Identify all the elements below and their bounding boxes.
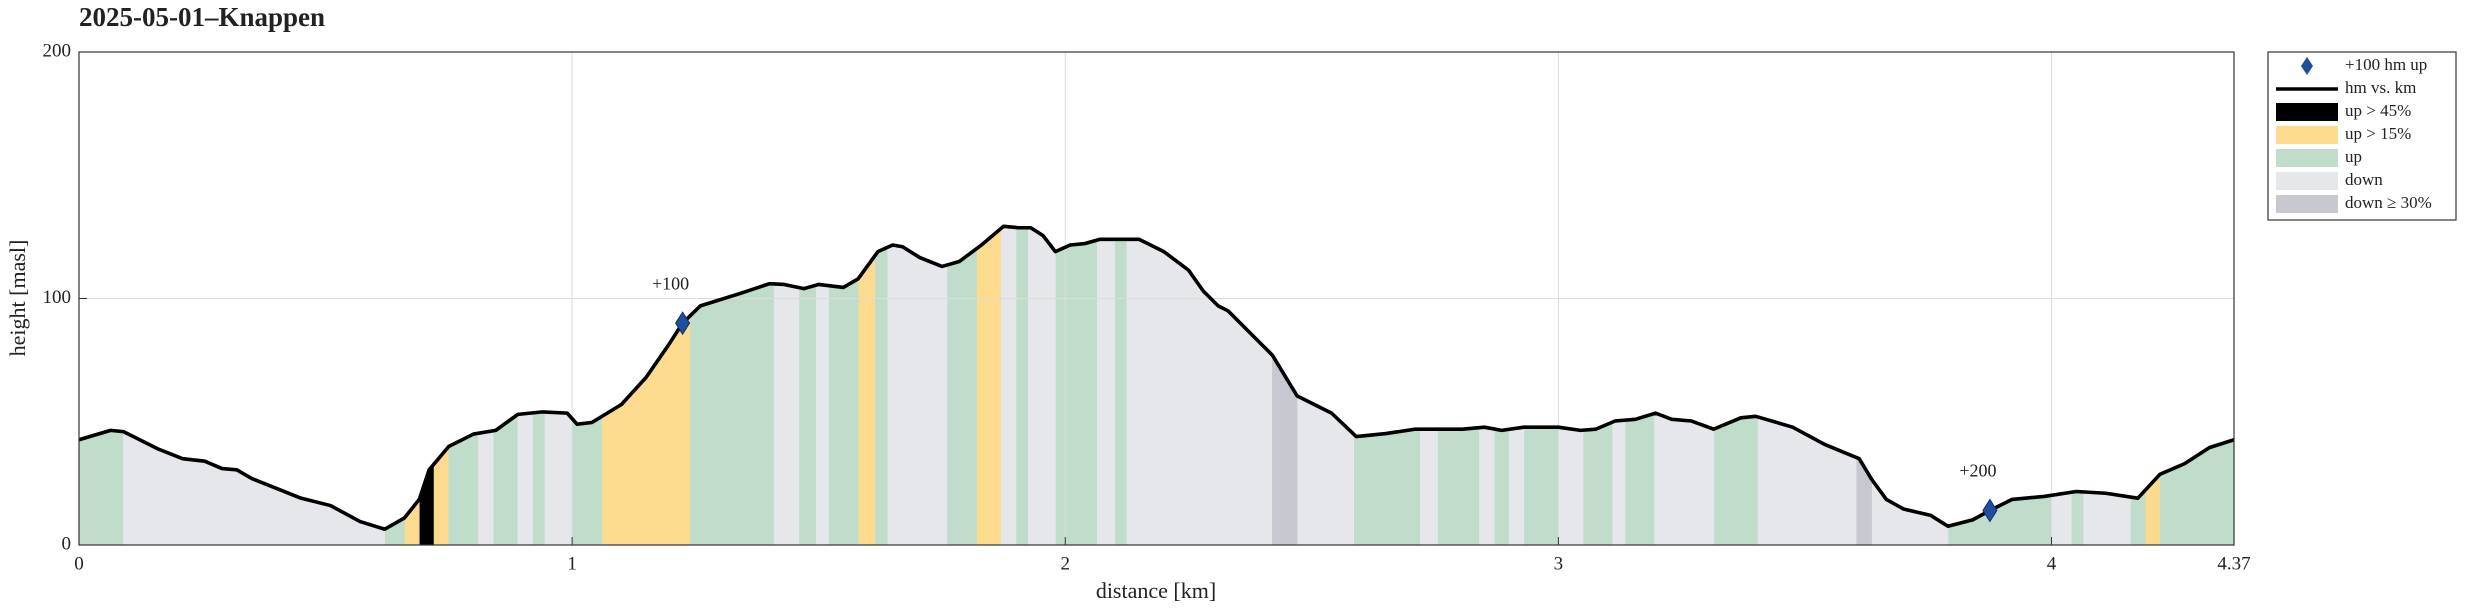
legend-swatch [2276,172,2338,190]
legend-swatch [2276,103,2338,121]
band [544,411,573,546]
legend-label: down [2345,170,2383,189]
band [1582,421,1613,546]
band [517,412,533,546]
band [601,314,691,546]
legend-swatch [2276,195,2338,213]
band [875,246,889,546]
legend: +100 hm up hm vs. km up > 45% up > 15% up dow… [2267,51,2457,221]
band [1114,239,1128,546]
band [1558,426,1584,546]
band [1493,428,1510,546]
x-axis-label: distance [km] [1096,578,1216,603]
band [571,415,603,546]
x-tick-label: 1 [567,553,577,574]
band [478,430,494,546]
profile: +100 +200 [78,224,2235,532]
marker [675,311,691,336]
y-tick-label: 200 [43,40,72,61]
band [2070,491,2084,546]
band [774,283,800,546]
band [1296,395,1355,546]
band [798,284,817,546]
legend-label: up > 15% [2345,124,2411,143]
band [1947,494,2052,546]
band [1055,239,1098,546]
band [690,283,775,546]
band [1437,427,1480,546]
band [1479,426,1495,546]
x-tick-label: 2 [1061,553,1071,574]
band [1027,227,1056,546]
legend-label: up [2345,147,2362,166]
band [1420,428,1438,546]
band [946,248,977,546]
band [1523,426,1559,546]
legend-label: down ≥ 30% [2345,193,2432,212]
band [1624,413,1655,546]
x-tick-label: 4.37 [2217,553,2250,574]
band [78,430,124,546]
marker-label: +200 [1959,461,1996,481]
y-tick-label: 100 [43,287,72,308]
band [828,278,859,546]
legend-swatch [2276,126,2338,144]
chart-title: 2025-05-01–Knappen [79,2,325,32]
band [532,411,546,546]
band [1272,354,1298,546]
bands [78,225,2235,546]
legend-label: up > 45% [2345,101,2411,120]
marker-label: +100 [652,273,689,293]
band [1015,227,1029,546]
band [2083,491,2131,546]
legend-marker [2301,57,2313,75]
band [1097,239,1115,546]
band [492,413,519,546]
x-tick-label: 4 [2047,553,2057,574]
band [2051,491,2072,546]
band [1654,412,1715,546]
band [1856,457,1872,546]
band [1713,416,1759,546]
axes: 0 100 200 0 1 2 3 4 4.37 [43,40,2251,574]
band [448,432,479,546]
band [887,244,948,546]
legend-label: hm vs. km [2345,78,2416,97]
legend-label: +100 hm up [2345,55,2427,74]
y-axis-label: height [masl] [5,240,30,357]
band [123,431,386,546]
legend-swatch [2276,149,2338,167]
x-tick-label: 3 [1554,553,1564,574]
band [976,227,1002,546]
plot-frame [78,51,2235,546]
band [815,284,829,546]
x-tick-label: 0 [74,553,84,574]
band [1612,419,1626,546]
marker [1982,498,1998,523]
band [1000,225,1017,546]
profile-line [78,224,2235,532]
y-tick-label: 0 [62,533,72,554]
band [1353,428,1421,546]
band [1508,426,1525,546]
